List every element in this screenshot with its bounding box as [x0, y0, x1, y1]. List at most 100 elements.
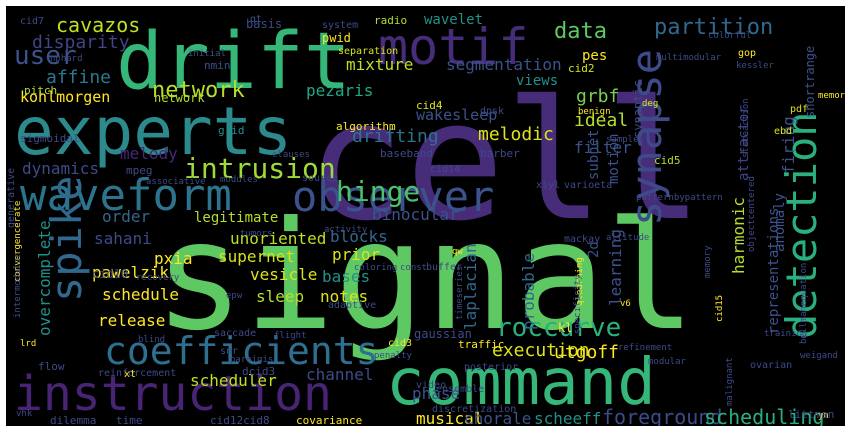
word-chorale: chorale — [464, 409, 531, 426]
word-mpeg: mpeg — [126, 164, 153, 177]
word-modular: modular — [648, 357, 687, 367]
word-system: system — [322, 20, 358, 31]
word-representations: representations — [766, 208, 782, 334]
word-cid4: cid4 — [416, 99, 443, 112]
word-cell: cell — [306, 65, 703, 257]
word-memory: memory — [703, 245, 713, 278]
word-samples: samples — [606, 135, 644, 145]
word-order: order — [102, 207, 151, 226]
word-dcid3: dcid3 — [242, 365, 275, 378]
word-benign: benign — [578, 107, 611, 117]
word-specificity: specificity — [573, 274, 583, 334]
word-memories: memories — [818, 91, 845, 101]
word-v6: v6 — [620, 299, 631, 309]
word-pwid: pwid — [322, 31, 351, 45]
word-penalty: penalty — [374, 351, 413, 361]
word-kohlmorgen: kohlmorgen — [20, 88, 110, 106]
word-xt: xt — [124, 369, 136, 380]
word-radio: radio — [374, 14, 407, 27]
word-saccade: saccade — [214, 328, 256, 339]
word-buffer: buffer — [426, 262, 462, 273]
word-shortrange: shortrange — [803, 46, 817, 118]
word-refinement: refinement — [618, 343, 672, 353]
word-sigmoidal: sigmoidal — [20, 132, 80, 145]
word-timeseries: timeseries — [455, 266, 465, 320]
word-multimodular: multimodular — [656, 53, 722, 63]
word-intrusion: intrusion — [184, 152, 336, 185]
word-cid10: cid10 — [92, 267, 128, 281]
word-motion: motion — [606, 133, 622, 184]
word-binocular: binocular — [372, 205, 459, 224]
word-unoriented: unoriented — [230, 229, 326, 248]
word-posterior: posterior — [464, 362, 518, 373]
word-attractor: attractor — [736, 105, 752, 181]
word-pdf: pdf — [790, 104, 808, 115]
word-phase: phase — [412, 384, 460, 403]
word-waveform: waveform — [20, 170, 232, 221]
word-separation: separation — [338, 46, 398, 57]
word-baseband: baseband — [380, 147, 433, 160]
word-colorful: colorful — [708, 31, 751, 41]
word-adaptive: adaptive — [328, 300, 376, 311]
word-qt: qt — [250, 14, 262, 25]
word-drifting: drifting — [352, 126, 439, 147]
word-drift: drift — [116, 17, 351, 107]
word-hinge: hinge — [336, 175, 420, 208]
word-traffic: traffic — [458, 338, 504, 351]
word-wavelet: wavelet — [424, 12, 483, 28]
word-generative: generative — [6, 168, 17, 228]
word-laplacian: laplacian — [461, 243, 480, 330]
word-filter: filter — [574, 138, 632, 157]
word-pawelzik: pawelzik — [92, 263, 169, 282]
word-gop: gop — [738, 48, 756, 59]
word-prior: prior — [332, 245, 381, 264]
word-cid14: cid14 — [430, 164, 460, 175]
word-vhk: vhk — [16, 409, 33, 419]
word-time: time — [116, 414, 143, 426]
word-cid5: cid5 — [654, 154, 681, 167]
word-weigand: weigand — [800, 351, 838, 361]
word-patternbypattern: patternbypattern — [636, 193, 723, 203]
word-discretization: discretization — [432, 404, 516, 415]
word-channel: channel — [306, 365, 373, 384]
word-motif: motif — [378, 18, 529, 76]
word-synaptic: synaptic — [631, 80, 645, 138]
word-associative: associative — [146, 177, 206, 187]
word-experts: experts — [14, 93, 292, 170]
word-firing: firing — [779, 116, 798, 174]
word-activity: activity — [324, 225, 368, 235]
word-initial: initial — [188, 49, 226, 59]
word-pitch: pitch — [24, 84, 57, 97]
word-ebd: ebd — [774, 126, 792, 137]
word-cloud-canvas: signal cell command experts drift motif instru… — [6, 6, 845, 426]
word-bases: bases — [322, 267, 370, 286]
word-reinforcement: reinforcement — [98, 368, 176, 379]
word-covariance: covariance — [296, 414, 362, 426]
word-blocks: blocks — [330, 227, 388, 246]
word-recovery: recovery — [136, 273, 180, 283]
word-utgoff: utgoff — [554, 342, 619, 363]
word-training: training — [764, 329, 807, 339]
word-data: data — [554, 19, 607, 44]
word-deg: deg — [642, 99, 658, 109]
word-lrd: lrd — [20, 339, 36, 349]
word-modules: modules — [220, 175, 258, 185]
word-qlearning: qlearning — [575, 257, 585, 306]
word-instruction: instruction — [14, 366, 332, 422]
word-probable: probable — [519, 253, 538, 330]
word-subnet: subnet — [586, 129, 602, 180]
word-source: source — [302, 173, 338, 184]
word-coloring: coloring — [354, 263, 397, 273]
word-ovarian: ovarian — [750, 360, 792, 371]
word-sleep: sleep — [256, 287, 304, 306]
word-varioeta: varioeta — [564, 180, 612, 191]
word-observer: observer — [292, 172, 494, 221]
word-dynamics: dynamics — [22, 159, 99, 178]
word-clauses: clauses — [272, 150, 310, 160]
word-convergencerate: convergencerate — [13, 201, 23, 282]
word-flight: flight — [274, 331, 307, 341]
word-cid3: cid3 — [388, 338, 412, 349]
word-mackay: mackay — [564, 234, 600, 245]
